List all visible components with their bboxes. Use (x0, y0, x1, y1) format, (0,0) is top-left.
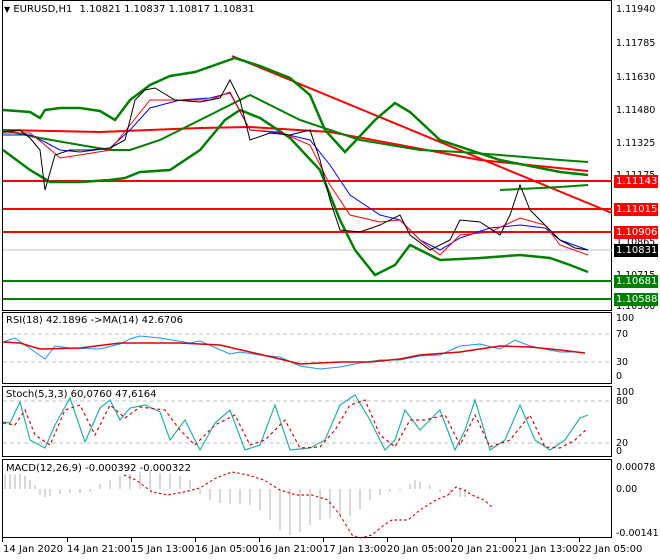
price-axis-label: 1.11480 (616, 105, 656, 116)
macd-axis-label: -0.001411 (616, 528, 660, 539)
level-tag: 1.11143 (614, 175, 658, 188)
rsi-panel[interactable] (2, 312, 612, 384)
price-axis-label: 1.10560 (616, 301, 656, 312)
ohlc-values: 1.10821 1.10837 1.10817 1.10831 (79, 4, 255, 15)
time-axis-label: 21 Jan 13:00 (515, 544, 579, 555)
ma-red (3, 91, 589, 256)
price-axis-label: 1.11785 (616, 38, 656, 49)
rsi-axis-label: 30 (616, 357, 629, 368)
price-series (2, 78, 589, 251)
level-tag: 1.11015 (614, 203, 658, 216)
stoch-title: Stoch(5,3,3) 60,0760 47,6164 (6, 389, 157, 400)
rsi-axis-label: 70 (616, 329, 629, 340)
rsi-axis-label: 0 (616, 371, 623, 382)
time-axis-label: 14 Jan 21:00 (67, 544, 131, 555)
time-axis-label: 17 Jan 13:00 (323, 544, 387, 555)
ma-blue (3, 92, 589, 251)
bollinger-lower (2, 108, 589, 277)
level-tag: 1.10906 (614, 226, 658, 239)
stoch-axis-label: 80 (616, 396, 629, 407)
macd-axis-label: 0.00 (616, 484, 638, 495)
macd-panel[interactable] (2, 459, 612, 538)
stoch-panel[interactable] (2, 386, 612, 457)
symbol-label: EURUSD,H1 (13, 4, 73, 15)
rsi-title: RSI(18) 42.1896 ->MA(14) 42.6706 (6, 315, 183, 326)
stoch-axis-label: 0 (616, 446, 623, 457)
price-axis-label: 1.11940 (616, 4, 656, 15)
level-tag: 1.10588 (614, 293, 658, 306)
time-axis-label: 16 Jan 05:00 (195, 544, 259, 555)
macd-axis-label: 0.00078 (616, 462, 656, 473)
price-axis-label: 1.11630 (616, 72, 656, 83)
price-axis-label: 1.11325 (616, 138, 656, 149)
price-axis-label: 1.10865 (616, 237, 656, 248)
current-price-tag: 1.10831 (614, 244, 658, 257)
triangle-down-icon[interactable]: ▼ (4, 5, 11, 14)
rsi-axis-label: 100 (616, 313, 635, 324)
time-axis-label: 16 Jan 21:00 (259, 544, 323, 555)
stoch-axis-label: 20 (616, 438, 629, 449)
time-axis-label: 14 Jan 2020 (3, 544, 63, 555)
time-axis-label: 20 Jan 05:00 (387, 544, 451, 555)
time-axis-label: 15 Jan 13:00 (131, 544, 195, 555)
time-axis-label: 20 Jan 21:00 (451, 544, 515, 555)
level-tag: 1.10681 (614, 275, 658, 288)
time-axis-label: 22 Jan 05:00 (579, 544, 643, 555)
trendline (2, 125, 589, 172)
bollinger-upper (2, 56, 589, 177)
stoch-axis-label: 100 (616, 387, 635, 398)
chart-header: ▼ EURUSD,H1 1.10821 1.10837 1.10817 1.10… (4, 4, 255, 15)
bollinger-upper-right (499, 184, 589, 191)
macd-title: MACD(12,26,9) -0.000392 -0.000322 (6, 463, 191, 474)
